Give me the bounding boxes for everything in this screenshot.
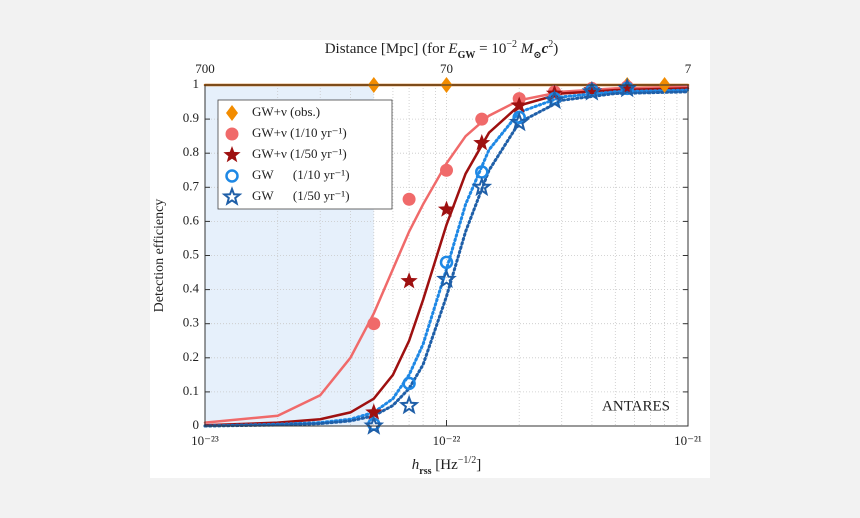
x2-tick-label: 70 [440,61,453,76]
x2-axis-label-part: E [447,41,457,57]
legend-label: GW+ν (1/50 yr⁻¹) [252,146,347,161]
marker [581,80,603,101]
x2-axis-label-part: c [542,41,549,57]
marker [544,89,565,110]
marker [226,105,238,121]
legend-label: GW (1/50 yr⁻¹) [252,188,350,203]
x2-axis-label-part: GW [458,50,476,61]
marker [475,112,489,126]
x2-axis-label-part: −2 [506,39,517,50]
y-tick-label: 0.1 [183,383,199,398]
y-tick-label: 0.9 [183,110,199,125]
marker [225,169,239,183]
marker [440,163,453,177]
legend-box [217,99,393,210]
marker [510,96,528,113]
x2-tick-label: 7 [685,61,692,76]
legend-label: GW+ν (obs.) [252,104,320,119]
y-tick-label: 0.3 [183,315,199,330]
x2-axis-label-part: ) [553,41,558,57]
y-tick-label: 0.4 [183,281,200,296]
x-axis-label-part: −1/2 [458,455,476,466]
marker [402,192,416,206]
legend-label: GW (1/10 yr⁻¹) [252,167,350,182]
x2-axis-label-part: = 10 [475,41,506,57]
marker [221,186,243,206]
plot-frame [204,84,689,427]
y-tick-label: 1 [193,76,200,91]
legend-label: GW+ν (1/10 yr⁻¹) [252,125,347,140]
y-tick-label: 0.8 [183,144,199,159]
x2-axis-label-part: Distance [Mpc] (for [325,41,449,57]
x-tick-label: 10⁻²³ [191,433,219,448]
x2-axis-label: Distance [Mpc] (for EGW = 10−2 M⊙c2) [325,39,559,61]
marker [363,415,385,435]
x-axis-label: hrss [Hz−1/2] [412,455,481,477]
y-tick-label: 0.2 [183,349,199,364]
x-axis-label-part: ] [476,457,481,473]
x2-axis-label-part: M [517,41,535,57]
x2-axis-label-part: 2 [548,39,553,50]
marker [398,394,420,415]
marker [616,77,638,98]
marker [583,81,601,98]
marker [618,79,636,96]
y-axis-label: Detection efficiency [152,199,167,313]
fit-line [203,85,690,424]
marker [367,317,381,331]
marker [439,255,454,270]
y-tick-label: 0.7 [183,178,200,193]
fit-line [203,90,690,428]
marker [473,134,491,151]
x-axis-label-part: [Hz [432,457,459,473]
y-tick-label: 0.6 [183,212,200,227]
x2-tick-label: 700 [195,61,215,76]
x2-axis-label-part: ⊙ [533,50,541,61]
marker [402,376,416,391]
y-tick-label: 0 [193,417,200,432]
marker [508,111,530,132]
marker [365,403,383,420]
marker [225,127,239,141]
marker [223,146,241,163]
marker [400,272,418,289]
marker [437,200,456,217]
annotation: ANTARES [602,398,670,414]
marker [471,176,493,197]
x-axis-label-part: rss [419,466,431,477]
x-tick-label: 10⁻²¹ [674,433,702,448]
marker [436,268,457,289]
x-axis-label-part: h [412,457,420,473]
x-tick-label: 10⁻²² [433,433,461,448]
y-tick-label: 0.5 [183,246,199,261]
